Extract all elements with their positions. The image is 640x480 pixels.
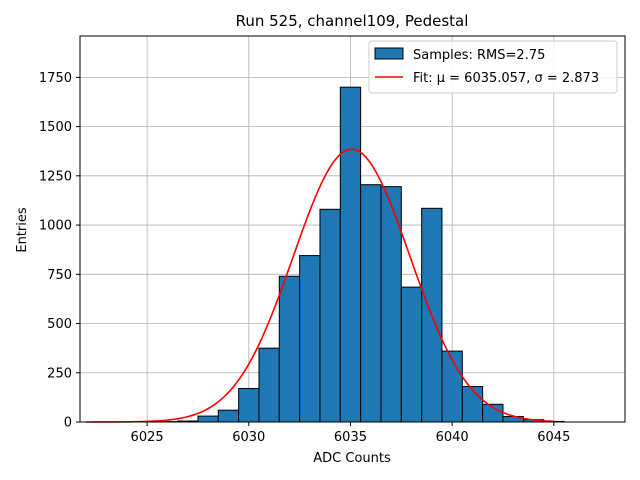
histogram-bar [197,415,219,423]
gaussian-fit-curve [86,148,554,423]
y-tick-label: 1250 [39,169,72,184]
histogram-bar [441,350,463,423]
histogram-bar [319,208,341,423]
legend-swatch-samples [374,47,404,60]
y-tick-label: 1750 [39,71,72,86]
y-tick-label: 1500 [39,120,72,135]
histogram-bar [217,409,240,423]
y-axis-label: Entries [15,207,30,253]
histogram-bar [461,386,484,423]
x-tick-label: 6045 [537,430,570,445]
x-tick-label: 6040 [436,430,469,445]
histogram-bar [400,286,423,423]
legend-label-fit: Fit: μ = 6035.057, σ = 2.873 [413,71,599,86]
y-tick-label: 750 [47,268,72,283]
axis-ticks: 6025 6030 6035 6040 6045 0 250 500 750 1000 1250 15… [39,71,570,445]
chart-title: Run 525, channel109, Pedestal [236,12,469,30]
legend-box [368,40,618,94]
x-axis-label: ADC Counts [313,451,391,466]
legend-label-samples: Samples: RMS=2.75 [413,48,545,63]
histogram-bar [238,388,260,423]
x-tick-label: 6025 [131,430,164,445]
y-tick-label: 1000 [39,219,72,234]
legend: Samples: RMS=2.75 Fit: μ = 6035.057, σ =… [368,40,618,94]
histogram-bars [156,86,565,423]
histogram-bar [339,86,362,423]
histogram-bar [258,347,280,423]
histogram-bar [278,275,301,423]
x-tick-label: 6030 [232,430,265,445]
histogram-bar [299,255,321,423]
x-tick-label: 6035 [334,430,367,445]
y-tick-label: 250 [47,366,72,381]
plot-frame [79,35,626,423]
y-tick-label: 0 [64,416,72,431]
histogram-bar [360,184,382,423]
y-tick-label: 500 [47,317,72,332]
